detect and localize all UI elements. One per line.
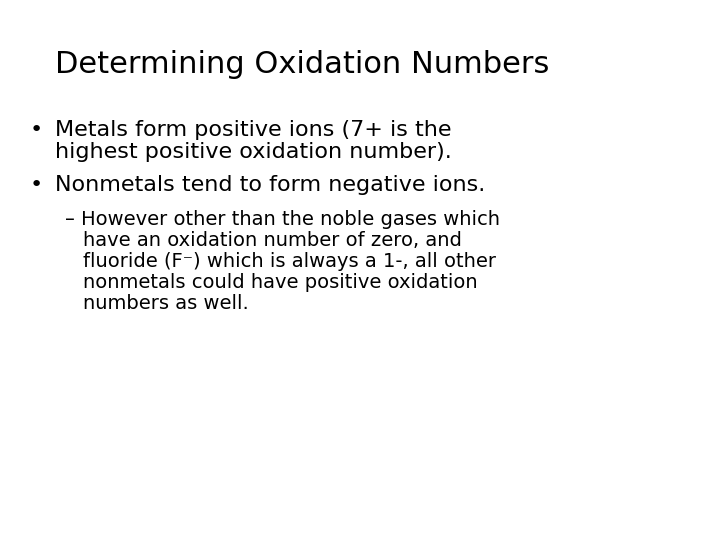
Text: – However other than the noble gases which: – However other than the noble gases whi…	[65, 210, 500, 229]
Text: •: •	[30, 175, 43, 195]
Text: •: •	[30, 120, 43, 140]
Text: highest positive oxidation number).: highest positive oxidation number).	[55, 142, 451, 162]
Text: fluoride (F⁻) which is always a 1-, all other: fluoride (F⁻) which is always a 1-, all …	[83, 252, 496, 271]
Text: Metals form positive ions (7+ is the: Metals form positive ions (7+ is the	[55, 120, 451, 140]
Text: nonmetals could have positive oxidation: nonmetals could have positive oxidation	[83, 273, 477, 292]
Text: have an oxidation number of zero, and: have an oxidation number of zero, and	[83, 231, 462, 250]
Text: Nonmetals tend to form negative ions.: Nonmetals tend to form negative ions.	[55, 175, 485, 195]
Text: numbers as well.: numbers as well.	[83, 294, 248, 313]
Text: Determining Oxidation Numbers: Determining Oxidation Numbers	[55, 50, 549, 79]
